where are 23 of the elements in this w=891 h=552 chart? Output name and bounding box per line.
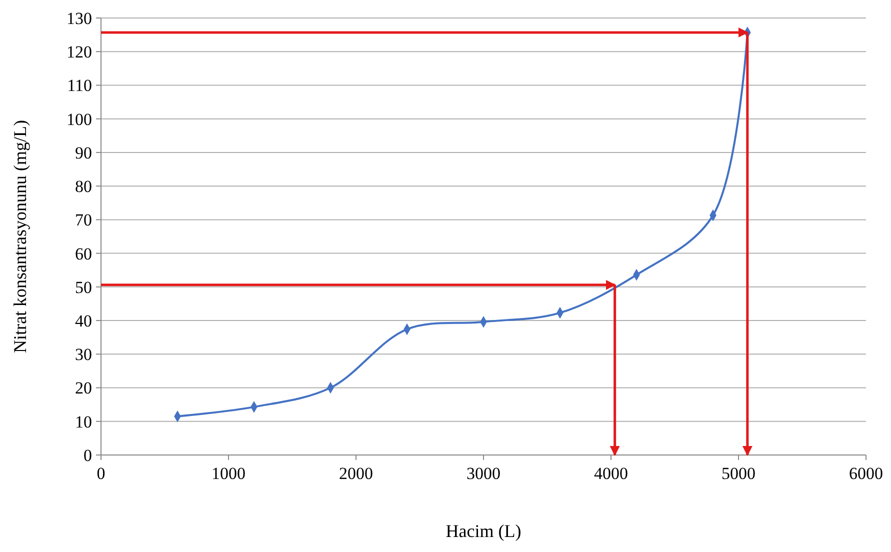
y-tick-label: 20 xyxy=(75,378,92,398)
y-tick-label: 90 xyxy=(75,143,92,162)
y-axis-title: Nitrat konsantrasyonunu (mg/L) xyxy=(10,120,30,353)
y-tick-label: 0 xyxy=(84,446,92,465)
y-tick-label: 10 xyxy=(75,412,92,432)
x-tick-label: 0 xyxy=(96,464,106,483)
y-tick-label: 80 xyxy=(75,177,92,196)
y-tick-label: 30 xyxy=(75,345,92,364)
y-tick-label: 110 xyxy=(67,76,92,96)
y-tick-label: 120 xyxy=(66,42,92,62)
y-tick-label: 70 xyxy=(75,210,92,230)
x-tick-label: 3000 xyxy=(466,464,500,483)
x-tick-label: 2000 xyxy=(339,464,373,483)
y-tick-label: 60 xyxy=(75,244,92,264)
y-tick-label: 100 xyxy=(66,110,92,129)
x-tick-label: 5000 xyxy=(722,464,756,483)
y-tick-label: 40 xyxy=(75,311,92,330)
x-tick-label: 4000 xyxy=(594,464,628,483)
y-tick-label: 50 xyxy=(75,278,92,297)
x-tick-label: 6000 xyxy=(849,464,883,483)
y-tick-label: 130 xyxy=(66,8,92,28)
x-axis-title: Hacim (L) xyxy=(446,521,522,541)
x-tick-label: 1000 xyxy=(212,464,246,483)
